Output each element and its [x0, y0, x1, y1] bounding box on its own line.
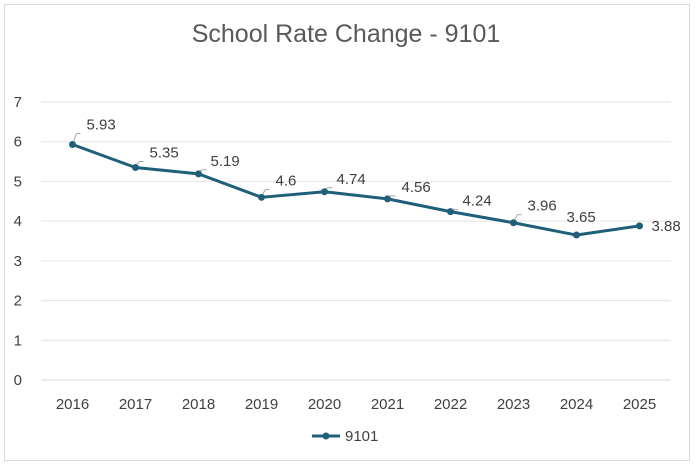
data-point — [573, 231, 580, 239]
data-label: 4.56 — [402, 179, 431, 196]
data-label: 4.24 — [463, 193, 492, 210]
x-tick-label: 2023 — [497, 396, 530, 413]
data-label-leader — [136, 161, 144, 165]
legend-label-9101: 9101 — [345, 428, 378, 445]
x-tick-label: 2016 — [56, 396, 89, 413]
chart-title: School Rate Change - 9101 — [192, 20, 501, 48]
data-label: 3.65 — [567, 209, 596, 226]
x-tick-label: 2021 — [371, 396, 404, 413]
y-tick-label: 2 — [14, 293, 22, 310]
data-label-leader — [514, 214, 522, 220]
data-point — [447, 208, 454, 216]
legend: 9101 — [312, 428, 378, 445]
data-point — [321, 188, 328, 196]
x-tick-label: 2018 — [182, 396, 215, 413]
x-axis-ticks: 2016 2017 2018 2019 2020 2021 2022 2023 2024 2025 — [56, 396, 656, 413]
data-point — [258, 193, 265, 201]
y-axis-ticks: 0 1 2 3 4 5 6 7 — [14, 94, 22, 389]
data-label-leader — [325, 187, 333, 190]
data-label: 5.19 — [211, 153, 240, 170]
data-label: 4.74 — [337, 171, 366, 188]
data-label: 4.6 — [276, 172, 297, 189]
data-point — [636, 222, 643, 230]
gridlines — [41, 101, 671, 381]
data-point — [132, 164, 139, 172]
data-label-leader — [262, 188, 270, 195]
data-label-leader — [451, 208, 459, 211]
y-tick-label: 3 — [14, 253, 22, 270]
y-tick-label: 1 — [14, 332, 22, 349]
data-label: 3.88 — [652, 218, 681, 235]
x-tick-label: 2025 — [623, 396, 656, 413]
data-label-leader — [199, 169, 207, 172]
data-label: 5.93 — [87, 116, 116, 133]
x-tick-label: 2022 — [434, 396, 467, 413]
x-tick-label: 2017 — [119, 396, 152, 413]
data-label: 3.96 — [528, 198, 557, 215]
series-9101 — [69, 140, 643, 239]
y-tick-label: 5 — [14, 173, 22, 190]
y-tick-label: 4 — [14, 213, 22, 230]
data-label-leader — [73, 132, 81, 142]
data-point — [384, 195, 391, 203]
x-tick-label: 2020 — [308, 396, 341, 413]
x-tick-label: 2019 — [245, 396, 278, 413]
data-labels: 5.93 5.35 5.19 4.6 4.74 4.56 4.24 3.96 3.65 3.88 — [73, 116, 681, 235]
legend-point-marker — [322, 432, 330, 440]
y-tick-label: 7 — [14, 94, 22, 111]
data-point — [195, 170, 202, 178]
data-point — [510, 219, 517, 227]
data-point — [69, 140, 76, 148]
y-tick-label: 0 — [14, 372, 22, 389]
x-tick-label: 2024 — [560, 396, 593, 413]
series-line — [71, 142, 641, 237]
y-tick-label: 6 — [14, 134, 22, 151]
data-label: 5.35 — [150, 145, 179, 162]
